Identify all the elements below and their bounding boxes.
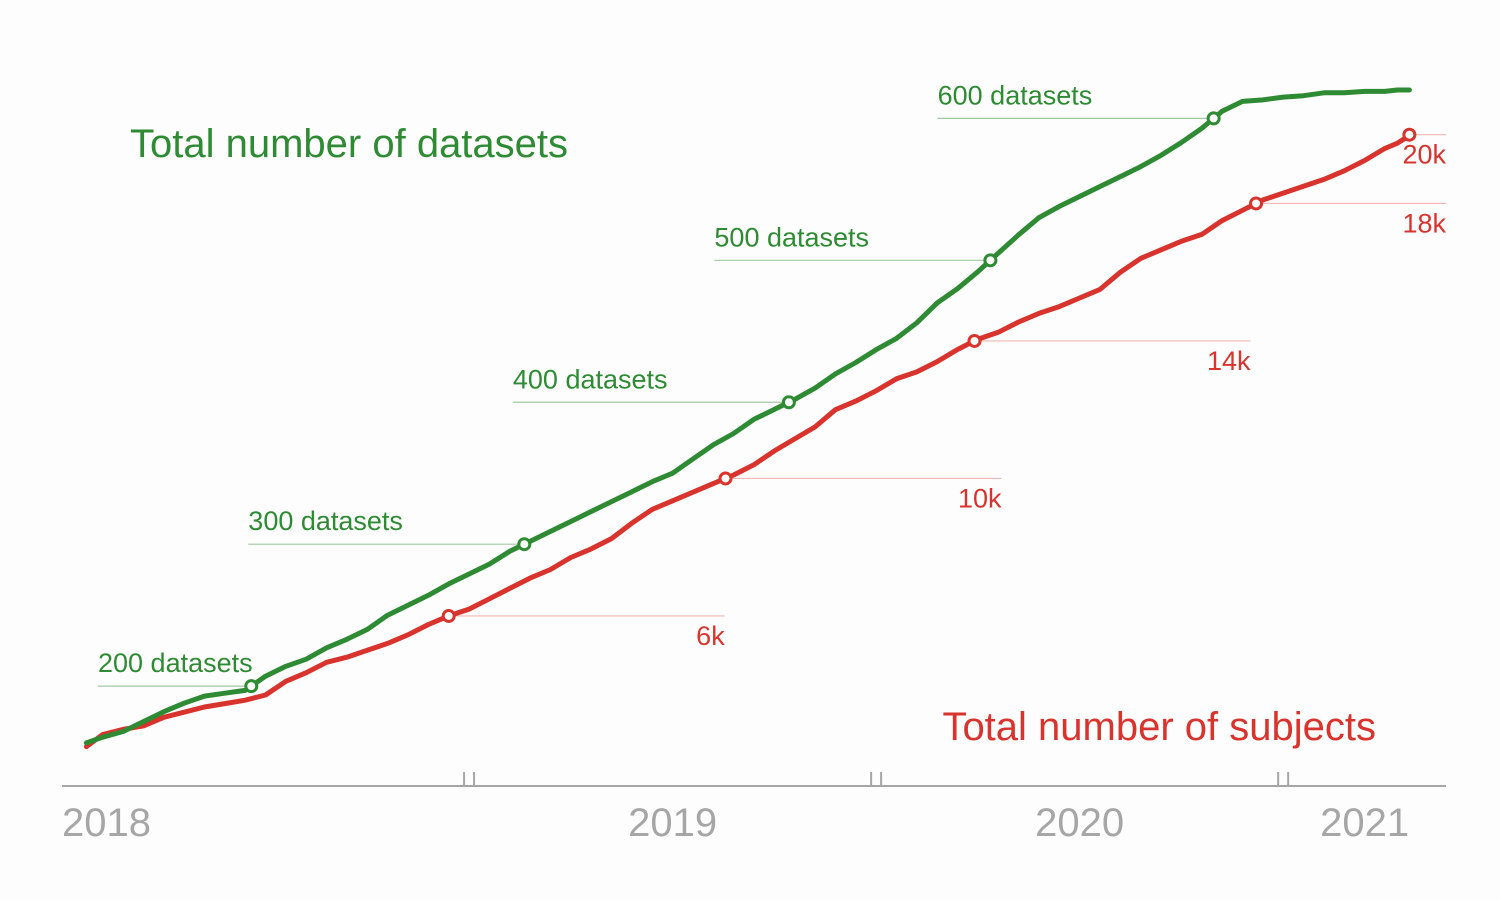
subjects-milestone-marker — [718, 471, 733, 486]
x-tick-label: 2019 — [628, 801, 717, 845]
datasets-milestone-marker — [781, 395, 796, 410]
datasets-milestone-label: 300 datasets — [248, 506, 403, 536]
subjects-milestone-marker — [1402, 127, 1417, 142]
subjects-series-line — [83, 132, 1412, 750]
subjects-milestone-marker — [967, 333, 982, 348]
datasets-milestone-label: 600 datasets — [938, 80, 1093, 110]
datasets-milestone-label: 500 datasets — [714, 222, 869, 252]
datasets-milestone-marker — [517, 537, 532, 552]
datasets-milestone-marker — [983, 253, 998, 268]
milestone-labels: 200 datasets 300 datasets 400 datasets 500 … — [98, 80, 1446, 678]
subjects-milestone-label: 18k — [1402, 208, 1446, 238]
subjects-milestone-marker — [1249, 196, 1264, 211]
series-lines — [83, 87, 1412, 750]
subjects-milestone-marker — [441, 608, 456, 623]
datasets-series-line — [83, 87, 1412, 746]
x-tick-label: 2020 — [1035, 801, 1124, 845]
x-tick-label: 2021 — [1320, 801, 1409, 845]
datasets-milestone-marker — [244, 679, 259, 694]
datasets-series-title: Total number of datasets — [130, 122, 568, 166]
subjects-milestone-label: 10k — [958, 483, 1002, 513]
datasets-milestone-marker — [1206, 111, 1221, 126]
milestone-markers — [244, 111, 1417, 694]
x-tick-label: 2018 — [62, 801, 151, 845]
milestone-guides — [98, 117, 1446, 687]
subjects-milestone-label: 14k — [1207, 346, 1251, 376]
datasets-milestone-label: 400 datasets — [513, 364, 668, 394]
subjects-milestone-label: 6k — [696, 621, 725, 651]
x-axis: 2018 2019 2020 2021 — [62, 772, 1446, 845]
datasets-milestone-label: 200 datasets — [98, 648, 253, 678]
subjects-series-title: Total number of subjects — [942, 705, 1376, 749]
subjects-milestone-label: 20k — [1402, 140, 1446, 170]
